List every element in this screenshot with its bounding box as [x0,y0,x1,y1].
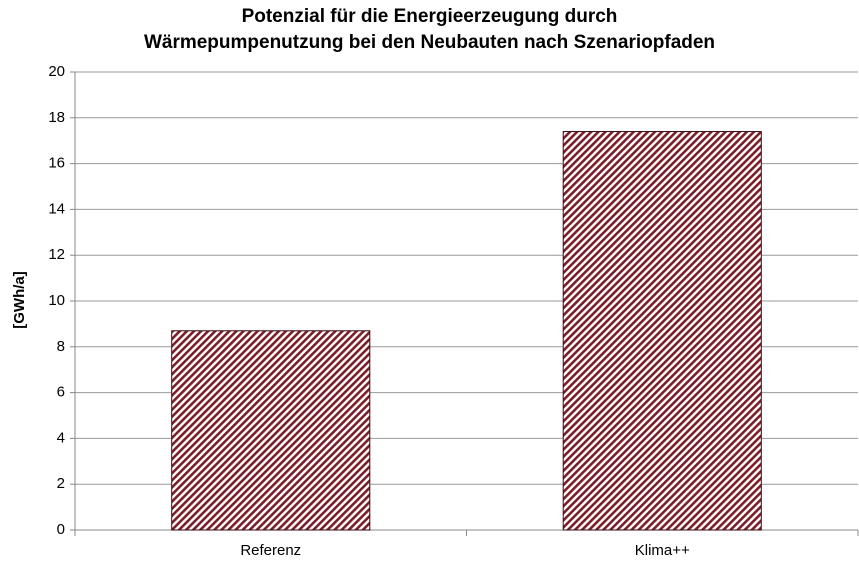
chart-title: Potenzial für die Energieerzeugung durch… [143,6,716,53]
x-tick-label: Klima++ [635,542,690,559]
y-tick-label: 16 [48,155,65,172]
y-tick-label: 12 [48,246,65,263]
y-tick-label: 4 [57,429,65,446]
x-tick-label: Referenz [240,542,301,559]
bar [171,330,371,531]
y-tick-label: 10 [48,292,65,309]
y-tick-label: 20 [48,63,65,80]
y-tick-label: 2 [57,475,65,492]
bar [562,131,762,531]
y-tick-label: 0 [57,521,65,538]
y-tick-label: 14 [48,200,65,217]
y-tick-label: 8 [57,338,65,355]
y-tick-label: 18 [48,109,65,126]
y-tick-label: 6 [57,384,65,401]
y-axis-label: [GWh/a] [11,271,28,329]
